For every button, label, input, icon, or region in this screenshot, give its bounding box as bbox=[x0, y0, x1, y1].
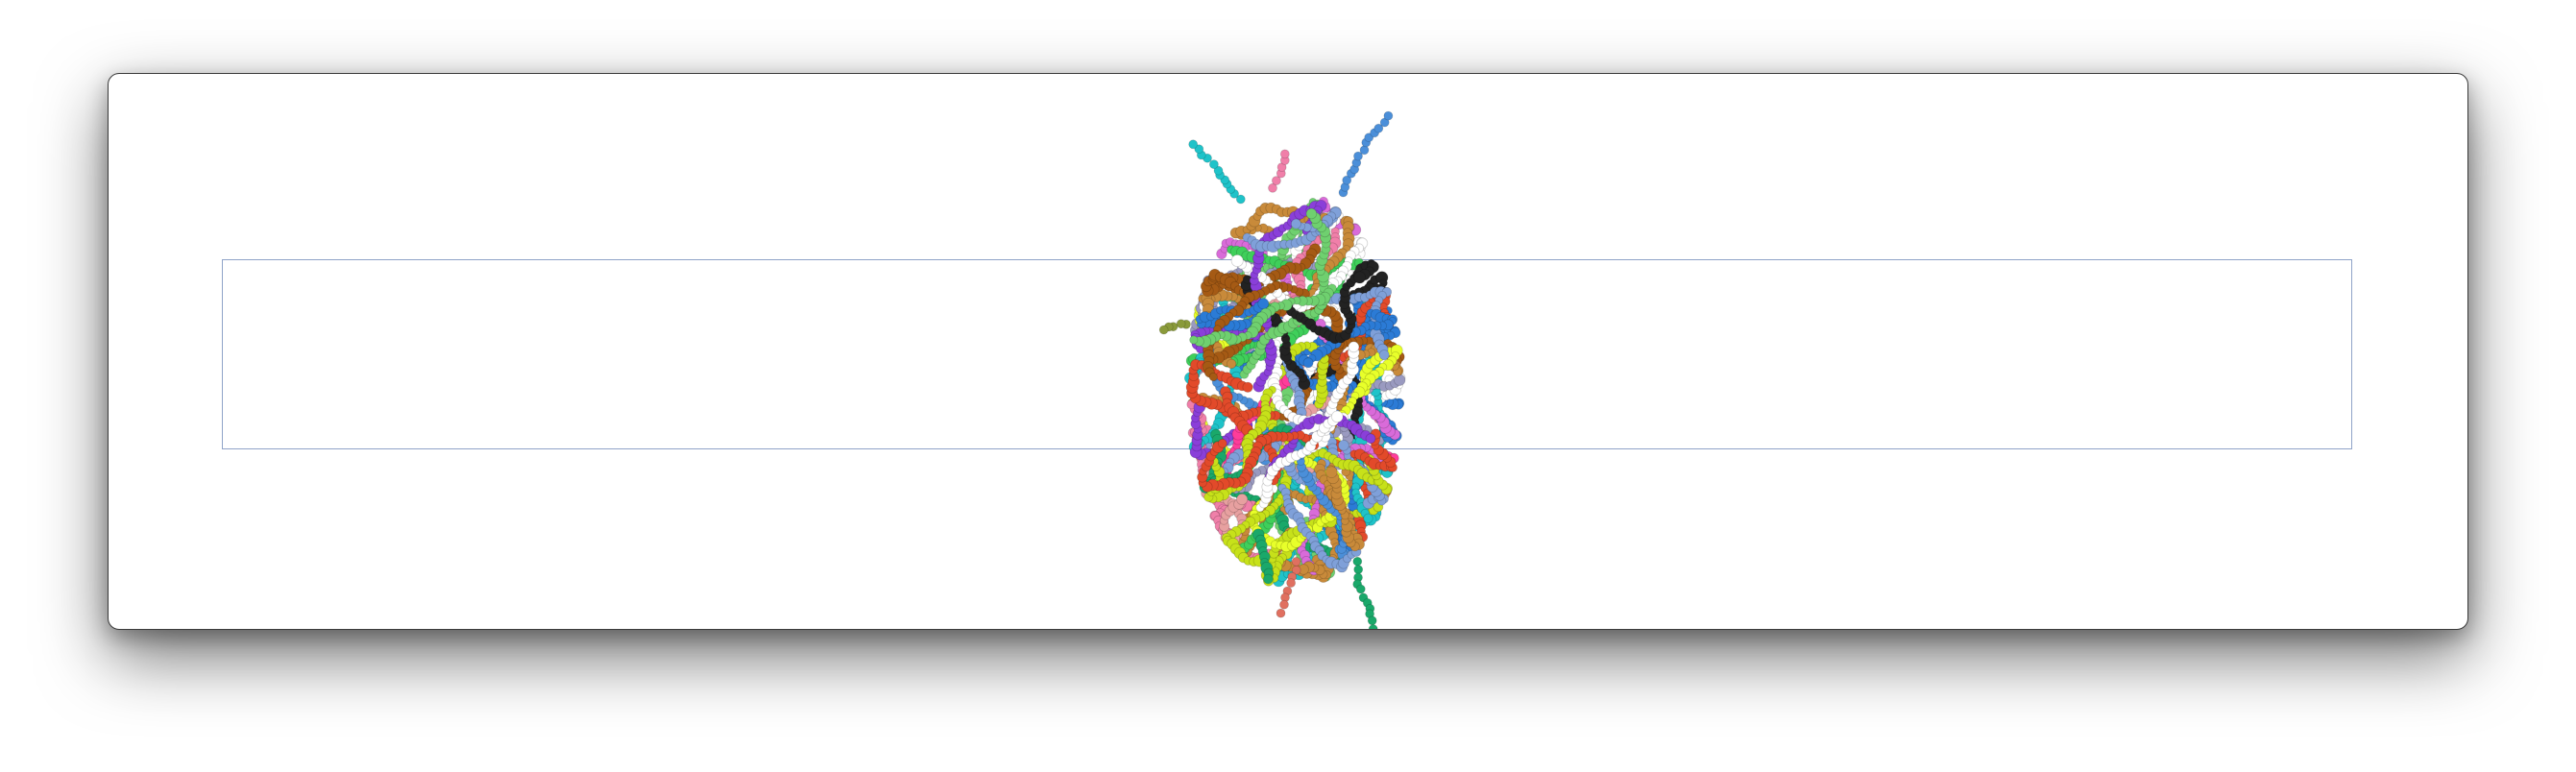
protein-chain bbox=[1282, 258, 1379, 345]
protein-chain-tail bbox=[1338, 110, 1394, 198]
protein-chain-tail bbox=[1352, 556, 1378, 629]
protein-chain-tail bbox=[1158, 319, 1191, 335]
protein-chain-tail bbox=[1268, 149, 1290, 193]
protein-chain-tail bbox=[1276, 556, 1301, 618]
molecular-structure-render bbox=[1158, 110, 1406, 629]
protein-chain-tail bbox=[1188, 139, 1246, 205]
protein-chain bbox=[1255, 410, 1344, 513]
3d-viewport[interactable] bbox=[109, 74, 2467, 629]
protein-chain bbox=[1229, 202, 1336, 240]
protein-chain bbox=[1252, 528, 1275, 585]
viewer-window[interactable] bbox=[108, 73, 2468, 630]
protein-chain bbox=[1349, 428, 1397, 472]
protein-chain bbox=[1197, 430, 1320, 493]
protein-chain bbox=[1277, 483, 1362, 573]
protein-chain bbox=[1314, 458, 1366, 552]
protein-chain bbox=[1242, 205, 1342, 253]
protein-chain bbox=[1189, 283, 1337, 349]
